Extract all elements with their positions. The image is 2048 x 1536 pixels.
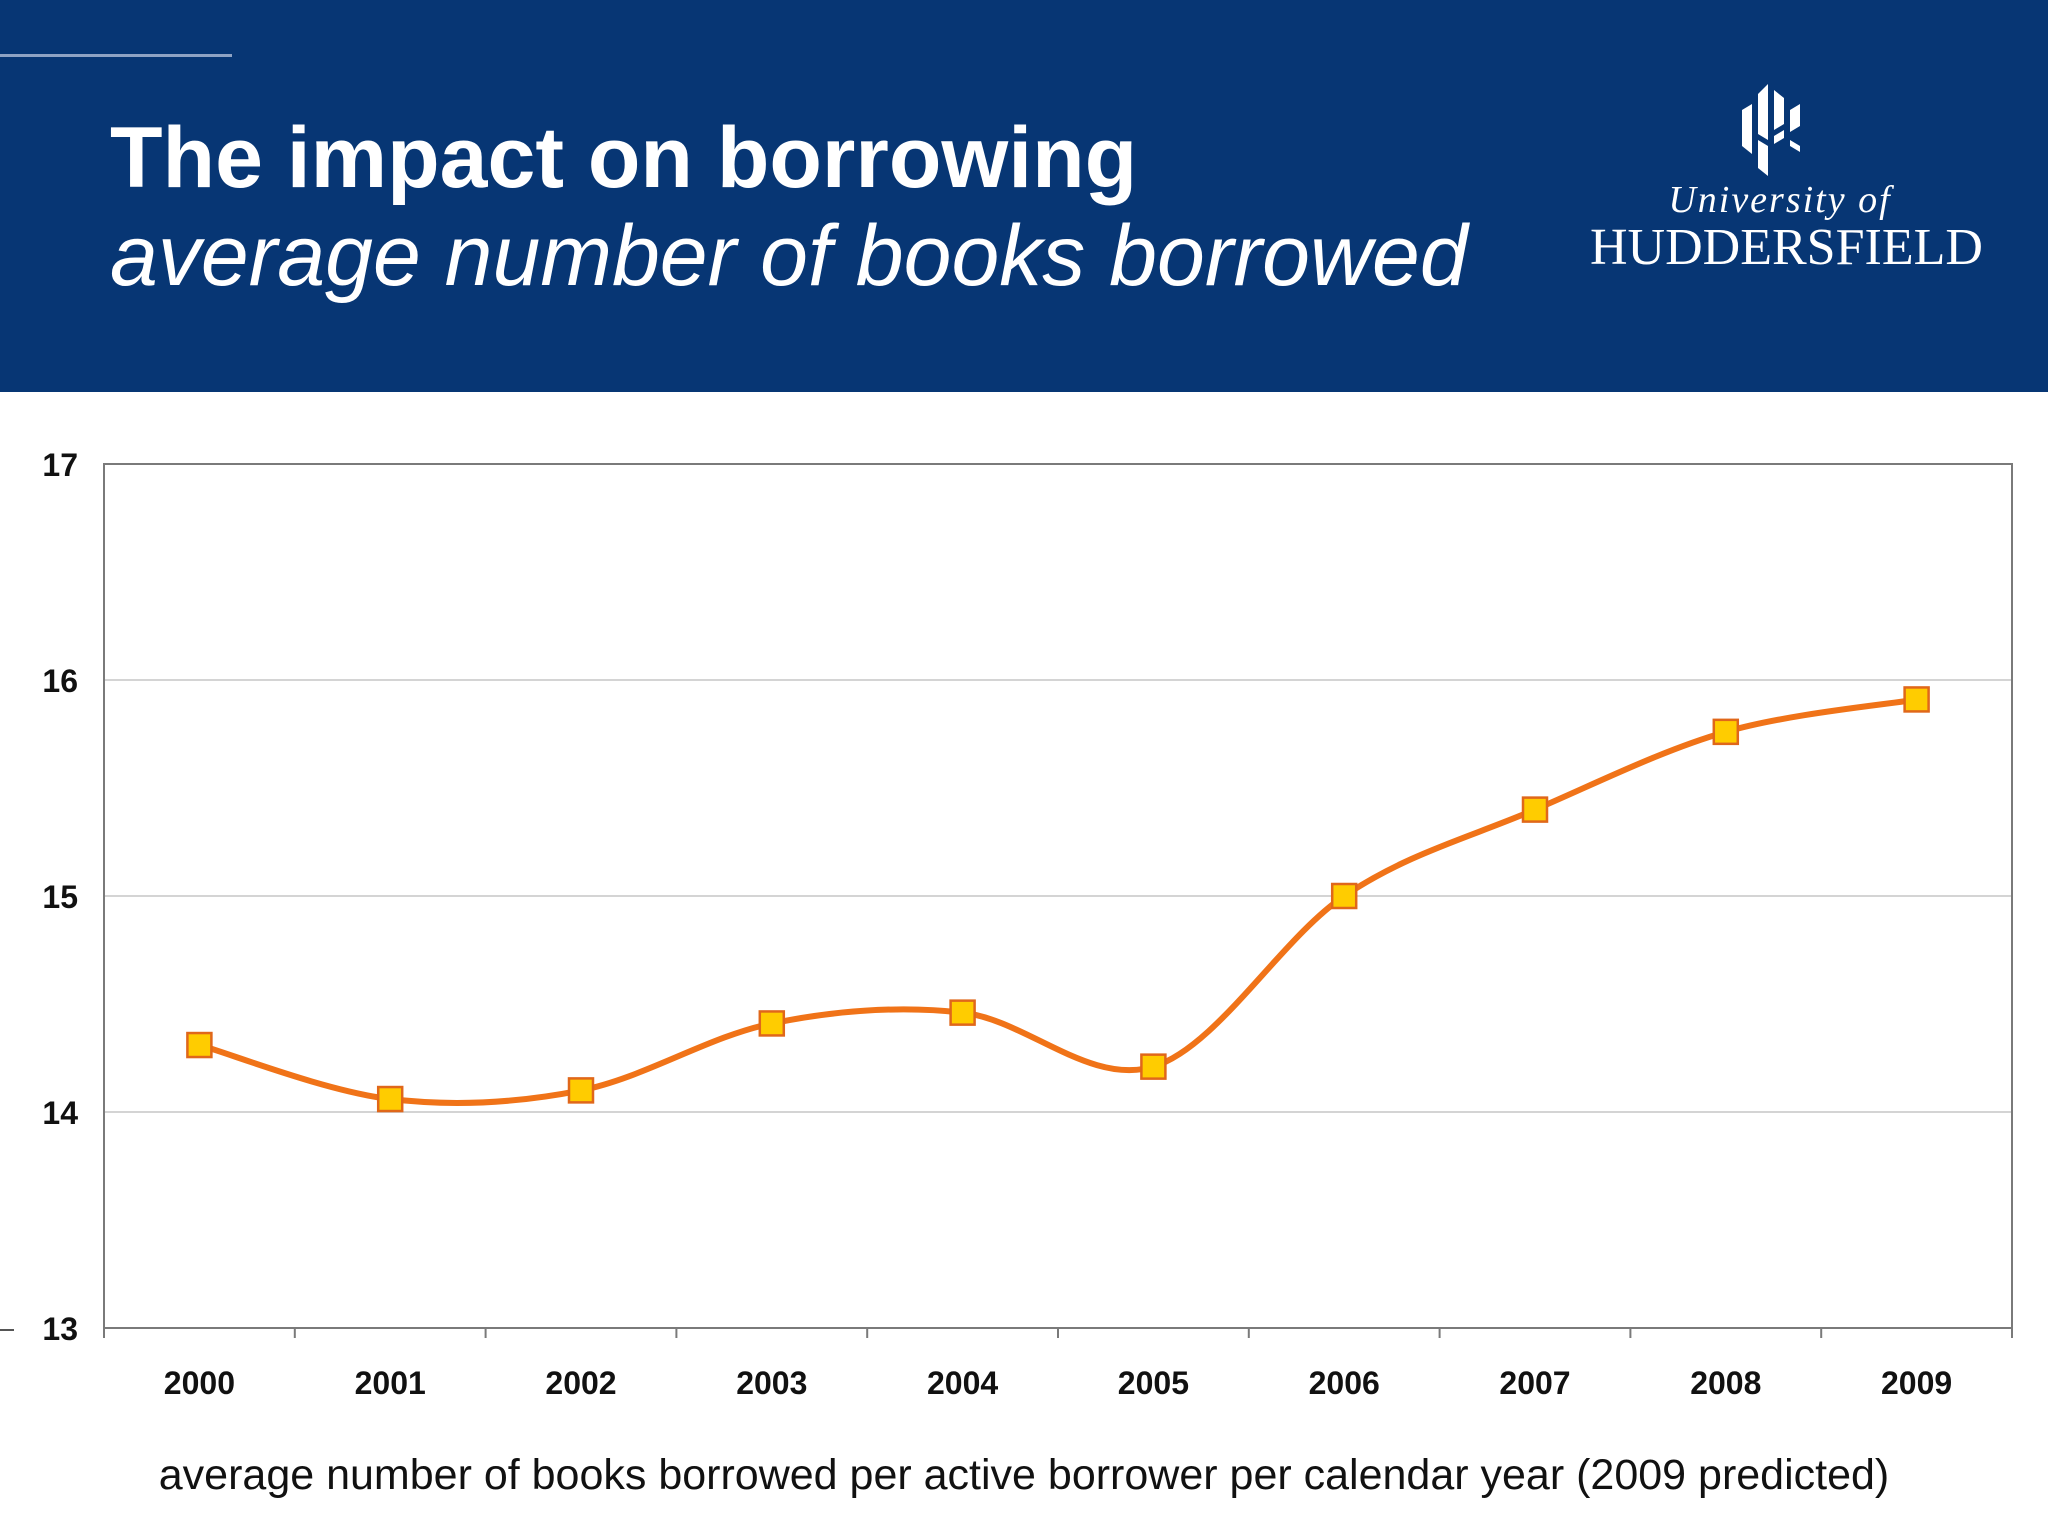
y-tick-label: 16 xyxy=(42,663,78,699)
data-point-marker xyxy=(758,1010,786,1037)
x-tick-label: 2008 xyxy=(1690,1365,1761,1401)
university-logo: University of HUDDERSFIELD xyxy=(1590,76,1983,276)
x-tick-label: 2004 xyxy=(927,1365,998,1401)
x-tick-label: 2001 xyxy=(355,1365,426,1401)
x-tick-label: 2007 xyxy=(1499,1365,1570,1401)
data-point-marker xyxy=(567,1077,595,1104)
x-axis: 2000 2001 2002 2003 2004 2005 2006 2007 2008 2009 xyxy=(103,1328,2013,1401)
data-point-marker xyxy=(186,1031,213,1059)
data-point-marker xyxy=(1712,718,1740,746)
x-tick-label: 2003 xyxy=(736,1365,807,1401)
slide-subtitle: average number of books borrowed xyxy=(110,208,1468,304)
y-axis: 13 14 15 16 17 xyxy=(0,447,78,1347)
x-tick-label: 2006 xyxy=(1309,1365,1380,1401)
y-tick-label: 14 xyxy=(42,1095,78,1131)
slide-header: The impact on borrowing average number o… xyxy=(0,0,2048,392)
y-tick-label: 17 xyxy=(42,447,78,483)
logo-line-university: University of xyxy=(1668,179,1892,221)
series-line xyxy=(198,696,1918,1106)
slide-title: The impact on borrowing xyxy=(110,110,1138,206)
logo-line-huddersfield: HUDDERSFIELD xyxy=(1590,219,1983,276)
x-tick-label: 2002 xyxy=(545,1365,616,1401)
x-tick-label: 2009 xyxy=(1881,1365,1952,1401)
series-group xyxy=(186,686,1930,1113)
gridlines xyxy=(104,679,2012,1113)
data-point-marker xyxy=(376,1085,404,1113)
x-tick-label: 2000 xyxy=(164,1365,235,1401)
huddersfield-crest-icon xyxy=(1742,84,1800,176)
data-point-marker xyxy=(1330,882,1358,910)
data-point-marker xyxy=(1140,1053,1167,1080)
header-rule xyxy=(0,54,232,57)
data-point-marker xyxy=(1903,686,1930,713)
chart-caption: average number of books borrowed per act… xyxy=(158,1451,1890,1499)
y-tick-label: 13 xyxy=(42,1311,78,1347)
data-point-marker xyxy=(949,999,976,1026)
x-tick-label: 2005 xyxy=(1118,1365,1189,1401)
y-tick-label: 15 xyxy=(42,879,78,915)
data-point-marker xyxy=(1521,796,1549,823)
